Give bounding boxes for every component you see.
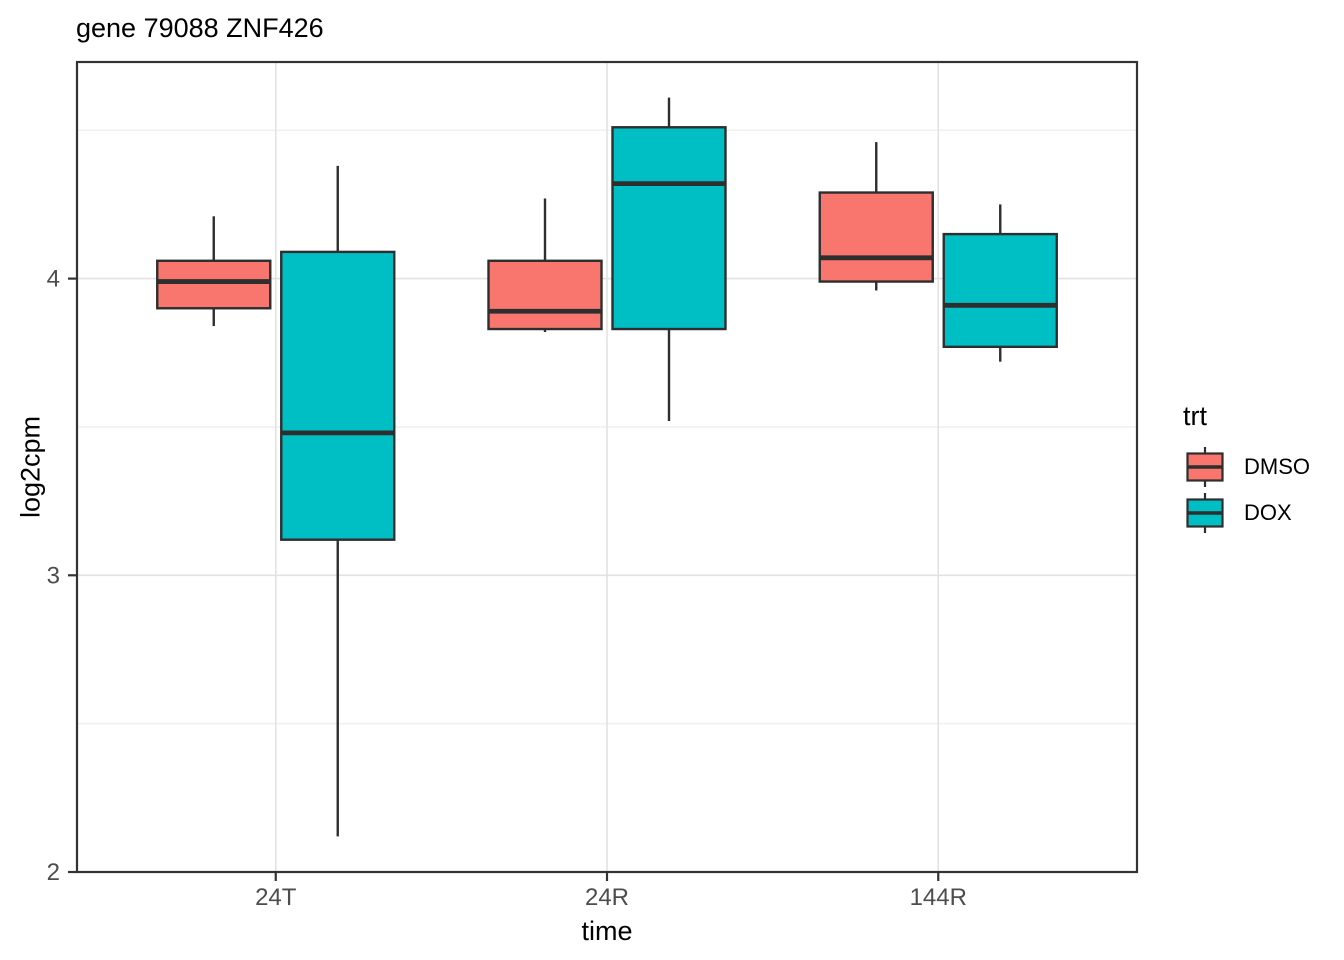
x-tick-label: 24R bbox=[585, 884, 629, 911]
legend-item-dox: DOX bbox=[1186, 492, 1343, 534]
box-DMSO-144R bbox=[818, 191, 934, 283]
y-tick-label: 2 bbox=[47, 859, 60, 886]
box-DMSO-24R bbox=[487, 259, 603, 331]
box-DOX-24R bbox=[611, 126, 727, 331]
box-DMSO-24T bbox=[156, 259, 272, 310]
y-tick-label: 4 bbox=[47, 266, 60, 293]
legend-label-dmso: DMSO bbox=[1244, 454, 1310, 479]
y-axis-title: log2cpm bbox=[15, 415, 46, 519]
legend: trt DMSO DOX bbox=[1183, 401, 1343, 534]
x-axis-title: time bbox=[581, 916, 633, 946]
legend-label-dox: DOX bbox=[1244, 500, 1292, 525]
box-DOX-24T bbox=[280, 250, 396, 541]
boxplot-key-icon bbox=[1186, 447, 1224, 487]
legend-item-dmso: DMSO bbox=[1186, 446, 1343, 488]
x-tick-label: 144R bbox=[910, 884, 967, 911]
y-tick-label: 3 bbox=[47, 562, 60, 589]
x-tick-label: 24T bbox=[255, 884, 297, 911]
box-DOX-144R bbox=[942, 232, 1058, 349]
legend-title: trt bbox=[1183, 401, 1207, 431]
boxplot-key-icon bbox=[1186, 493, 1224, 533]
plot-title: gene 79088 ZNF426 bbox=[76, 13, 324, 43]
legend-items: DMSO DOX bbox=[1186, 446, 1343, 534]
